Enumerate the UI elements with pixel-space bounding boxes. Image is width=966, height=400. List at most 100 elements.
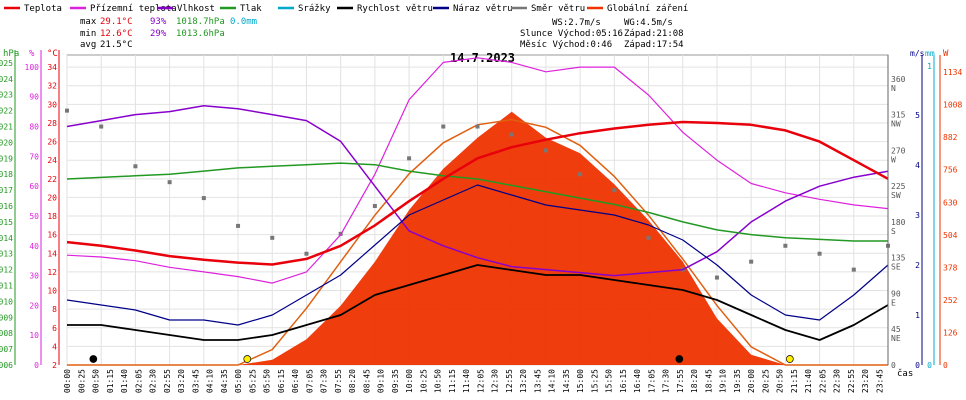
axis-ms-tick-5: 5 xyxy=(915,111,920,120)
x-tick-52: 21:40 xyxy=(804,369,813,393)
x-tick-37: 15:25 xyxy=(590,369,599,393)
legend-label-1: Přízemní teplota xyxy=(90,4,177,14)
x-tick-31: 12:55 xyxy=(505,369,514,393)
x-tick-9: 03:45 xyxy=(191,369,200,393)
axis-degc-tick-0: 2 xyxy=(52,361,57,370)
axis-degc-tick-8: 18 xyxy=(47,212,57,221)
axis-wm2-tick-1: 126 xyxy=(943,328,958,337)
x-tick-46: 19:10 xyxy=(719,369,728,393)
axis-dir-letter-4: S xyxy=(891,227,896,236)
x-tick-30: 12:30 xyxy=(491,369,500,393)
legend-label-0: Teplota xyxy=(24,4,62,14)
x-tick-40: 16:40 xyxy=(633,369,642,393)
legend-label-6: Náraz větru xyxy=(453,4,513,14)
axis-hpa-tick-7: 1013 xyxy=(0,250,13,259)
axis-dir-letter-8: N xyxy=(891,84,896,93)
axis-wm2-tick-5: 630 xyxy=(943,198,958,207)
axis-hpa-tick-1: 1007 xyxy=(0,345,13,354)
x-tick-20: 08:20 xyxy=(348,369,357,393)
x-tick-8: 03:20 xyxy=(177,369,186,393)
x-tick-23: 09:35 xyxy=(391,369,400,393)
x-tick-11: 04:35 xyxy=(220,369,229,393)
info-slunce: Slunce Východ:05:16 xyxy=(520,29,623,39)
wind-dir-point-12 xyxy=(475,124,480,129)
series-teplota xyxy=(66,120,889,266)
wind-dir-point-13 xyxy=(509,132,514,137)
x-tick-32: 13:20 xyxy=(519,369,528,393)
axis-wm2-tick-2: 252 xyxy=(943,296,958,305)
axis-degc-tick-15: 32 xyxy=(47,82,57,91)
legend-label-7: Směr větru xyxy=(531,4,585,14)
series-tlak xyxy=(66,162,888,242)
axis-degc-tick-5: 12 xyxy=(47,268,57,277)
axis-hpa-tick-9: 1015 xyxy=(0,218,13,227)
axis-degc-tick-10: 22 xyxy=(47,175,57,184)
x-tick-49: 20:25 xyxy=(761,369,770,393)
x-tick-17: 07:05 xyxy=(305,369,314,393)
marker-moonrise xyxy=(89,355,98,363)
x-tick-7: 02:55 xyxy=(163,369,172,393)
axis-hpa-unit: hPa xyxy=(3,49,19,59)
axis-dir-tick-6: 270 xyxy=(891,146,906,155)
wind-dir-point-0 xyxy=(65,108,69,113)
axis-degc-tick-6: 14 xyxy=(47,249,57,258)
x-tick-43: 17:55 xyxy=(676,369,685,393)
axis-dir-letter-5: SW xyxy=(891,191,901,200)
axis-hpa-tick-17: 1023 xyxy=(0,91,13,100)
x-tick-54: 22:30 xyxy=(833,369,842,393)
x-tick-21: 08:45 xyxy=(362,369,371,393)
x-tick-19: 07:55 xyxy=(334,369,343,393)
wind-dir-point-6 xyxy=(270,235,275,240)
axis-ms-tick-4: 4 xyxy=(915,161,920,170)
x-tick-10: 04:10 xyxy=(206,369,215,393)
x-tick-28: 11:40 xyxy=(462,369,471,393)
axis-pct-tick-10: 100 xyxy=(25,63,40,72)
stat-max-hum: 93% xyxy=(150,17,167,27)
axis-dir-tick-5: 225 xyxy=(891,182,906,191)
axis-pct-tick-6: 60 xyxy=(29,182,39,191)
axis-wm2-tick-8: 1008 xyxy=(943,101,962,110)
axis-ms-tick-3: 3 xyxy=(915,211,920,220)
x-tick-39: 16:15 xyxy=(619,369,628,393)
axis-ms-tick-0: 0 xyxy=(915,361,920,370)
wind-dir-point-3 xyxy=(167,180,172,185)
stat-avg-label: avg xyxy=(80,40,96,50)
x-tick-42: 17:30 xyxy=(662,369,671,393)
wind-dir-point-5 xyxy=(236,223,241,228)
wind-dir-point-19 xyxy=(714,275,719,280)
info-ws: WS:2.7m/s xyxy=(552,18,601,28)
wind-dir-point-2 xyxy=(133,164,138,169)
x-tick-2: 00:50 xyxy=(92,369,101,393)
axis-wm2-tick-4: 504 xyxy=(943,231,958,240)
axis-dir-tick-7: 315 xyxy=(891,111,906,120)
axis-ms-tick-2: 2 xyxy=(915,261,920,270)
x-axis-label: čas xyxy=(897,368,913,379)
axis-pct-tick-4: 40 xyxy=(29,242,39,251)
x-tick-16: 06:40 xyxy=(291,369,300,393)
stat-max-label: max xyxy=(80,17,97,27)
wind-dir-point-11 xyxy=(441,124,446,129)
x-tick-14: 05:50 xyxy=(263,369,272,393)
axis-degc-tick-14: 30 xyxy=(47,100,57,109)
x-tick-45: 18:45 xyxy=(704,369,713,393)
x-tick-29: 12:05 xyxy=(476,369,485,393)
axis-degc-unit: °C xyxy=(47,49,58,59)
wind-dir-point-23 xyxy=(851,267,856,272)
x-tick-38: 15:50 xyxy=(605,369,614,393)
legend-label-4: Srážky xyxy=(298,4,331,14)
x-tick-35: 14:35 xyxy=(562,369,571,393)
x-tick-36: 15:00 xyxy=(576,369,585,393)
wind-dir-point-16 xyxy=(612,188,617,193)
x-tick-15: 06:15 xyxy=(277,369,286,393)
x-tick-24: 10:00 xyxy=(405,369,414,393)
axis-pct-tick-9: 90 xyxy=(29,93,39,102)
axis-wm2-tick-0: 0 xyxy=(943,361,948,370)
series-vlhkost xyxy=(66,104,889,277)
x-tick-56: 23:20 xyxy=(861,369,870,393)
